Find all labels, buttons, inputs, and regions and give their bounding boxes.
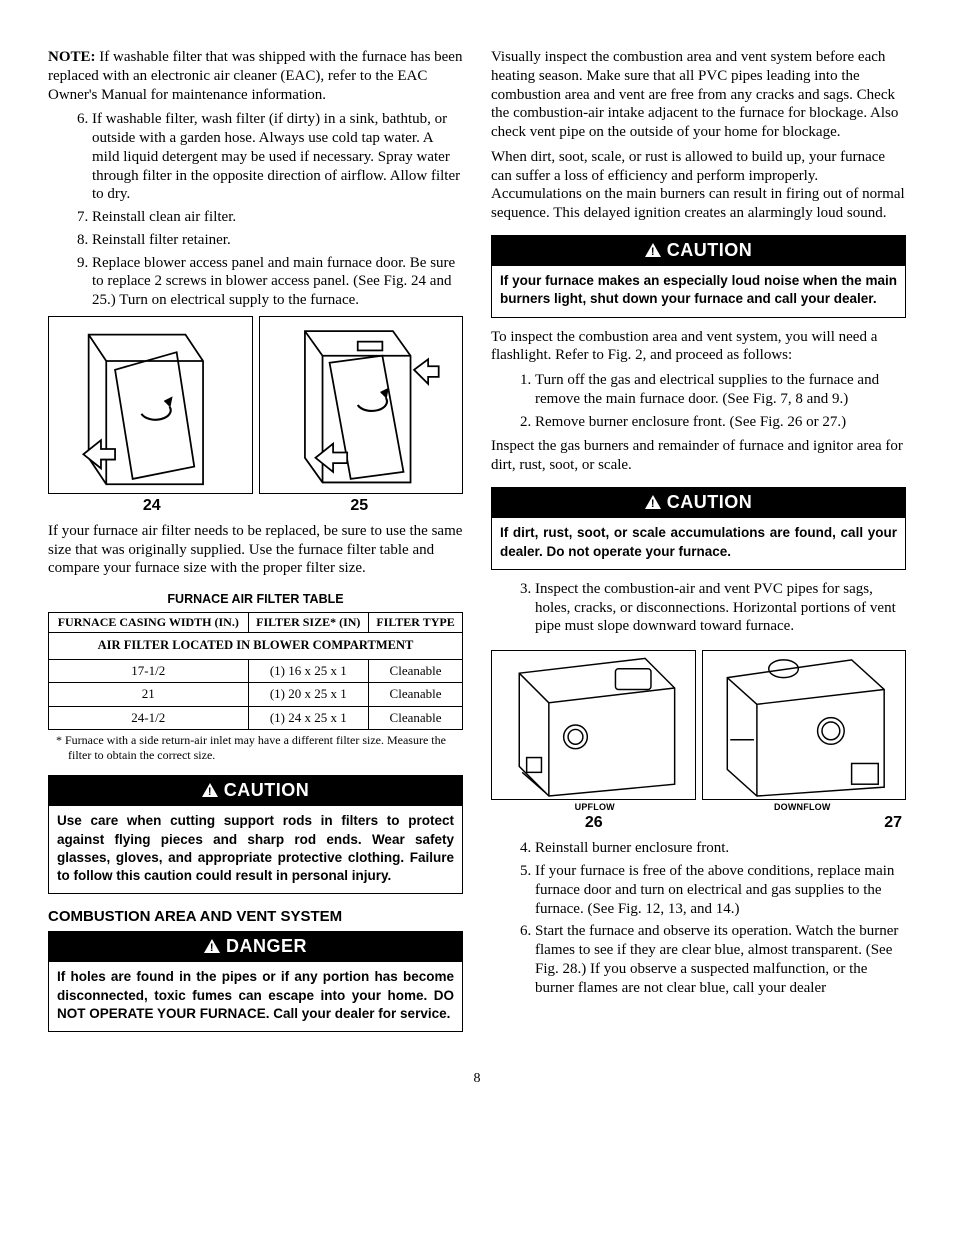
- rstep-5: If your furnace is free of the above con…: [535, 862, 906, 918]
- figure-26-svg: [492, 651, 695, 799]
- left-column: NOTE: If washable filter that was shippe…: [48, 48, 463, 1042]
- fig-num-27: 27: [697, 813, 907, 833]
- step-7: Reinstall clean air filter.: [92, 208, 463, 227]
- page-number: 8: [48, 1070, 906, 1088]
- right-p1: Visually inspect the combustion area and…: [491, 48, 906, 142]
- figure-25-svg: [260, 317, 463, 493]
- caution-body-2: If your furnace makes an especially loud…: [492, 266, 905, 316]
- steps-list-3a: Inspect the combustion-air and vent PVC …: [491, 580, 906, 636]
- caution-body-1: Use care when cutting support rods in fi…: [49, 806, 462, 893]
- warning-triangle-icon: !: [204, 936, 220, 959]
- rstep-2: Remove burner enclosure front. (See Fig.…: [535, 413, 906, 432]
- svg-text:!: !: [651, 498, 655, 509]
- fig-cap-downflow: DOWNFLOW: [699, 802, 907, 813]
- th-filter-type: FILTER TYPE: [369, 612, 463, 633]
- danger-header: ! DANGER: [49, 932, 462, 963]
- steps-list-1: If washable filter, wash filter (if dirt…: [48, 110, 463, 310]
- table-row: 17-1/2 (1) 16 x 25 x 1 Cleanable: [49, 660, 463, 683]
- figure-captions-26-27: UPFLOW DOWNFLOW: [491, 802, 906, 813]
- filter-table-span-header: AIR FILTER LOCATED IN BLOWER COMPARTMENT: [49, 633, 463, 660]
- fig-cap-upflow: UPFLOW: [491, 802, 699, 813]
- filter-table-title: FURNACE AIR FILTER TABLE: [48, 592, 463, 608]
- figure-24: [48, 316, 253, 494]
- caution-box-1: ! CAUTION Use care when cutting support …: [48, 775, 463, 894]
- fig-num-26: 26: [491, 813, 697, 833]
- caution-header-1: ! CAUTION: [49, 776, 462, 807]
- th-filter-size: FILTER SIZE* (IN): [248, 612, 369, 633]
- note-lead: NOTE:: [48, 49, 96, 65]
- figure-25: [259, 316, 464, 494]
- right-column: Visually inspect the combustion area and…: [491, 48, 906, 1042]
- step-6: If washable filter, wash filter (if dirt…: [92, 110, 463, 204]
- figure-24-svg: [49, 317, 252, 493]
- rstep-1: Turn off the gas and electrical supplies…: [535, 371, 906, 409]
- rstep-6: Start the furnace and observe its operat…: [535, 922, 906, 997]
- right-p2: When dirt, soot, scale, or rust is allow…: [491, 148, 906, 223]
- figures-26-27: [491, 650, 906, 800]
- caution-box-3: ! CAUTION If dirt, rust, soot, or scale …: [491, 487, 906, 570]
- svg-text:!: !: [208, 786, 212, 797]
- table-row: 21 (1) 20 x 25 x 1 Cleanable: [49, 683, 463, 706]
- figure-numbers-26-27: 26 27: [491, 813, 906, 833]
- right-p4: Inspect the gas burners and remainder of…: [491, 437, 906, 475]
- after-figs-paragraph: If your furnace air filter needs to be r…: [48, 522, 463, 578]
- note-body: If washable filter that was shipped with…: [48, 49, 462, 103]
- danger-box: ! DANGER If holes are found in the pipes…: [48, 931, 463, 1032]
- steps-list-2: Turn off the gas and electrical supplies…: [491, 371, 906, 431]
- rstep-4: Reinstall burner enclosure front.: [535, 839, 906, 858]
- section-heading-combustion: COMBUSTION AREA AND VENT SYSTEM: [48, 908, 463, 927]
- filter-table: AIR FILTER LOCATED IN BLOWER COMPARTMENT…: [48, 612, 463, 730]
- figure-27-svg: [703, 651, 906, 799]
- step-9: Replace blower access panel and main fur…: [92, 254, 463, 310]
- figure-numbers-24-25: 24 25: [48, 496, 463, 516]
- caution-body-3: If dirt, rust, soot, or scale accumulati…: [492, 518, 905, 568]
- th-casing-width: FURNACE CASING WIDTH (IN.): [49, 612, 249, 633]
- caution-box-2: ! CAUTION If your furnace makes an espec…: [491, 235, 906, 318]
- fig-num-25: 25: [256, 496, 464, 516]
- rstep-3: Inspect the combustion-air and vent PVC …: [535, 580, 906, 636]
- figure-27: [702, 650, 907, 800]
- steps-list-3b: Reinstall burner enclosure front. If you…: [491, 839, 906, 997]
- warning-triangle-icon: !: [645, 492, 661, 515]
- figure-26: [491, 650, 696, 800]
- step-8: Reinstall filter retainer.: [92, 231, 463, 250]
- table-row: 24-1/2 (1) 24 x 25 x 1 Cleanable: [49, 706, 463, 729]
- caution-header-3: ! CAUTION: [492, 488, 905, 519]
- warning-triangle-icon: !: [202, 780, 218, 803]
- warning-triangle-icon: !: [645, 240, 661, 263]
- svg-text:!: !: [210, 942, 214, 953]
- note-paragraph: NOTE: If washable filter that was shippe…: [48, 48, 463, 104]
- figures-24-25: [48, 316, 463, 494]
- fig-num-24: 24: [48, 496, 256, 516]
- caution-header-2: ! CAUTION: [492, 236, 905, 267]
- svg-text:!: !: [651, 246, 655, 257]
- right-p3: To inspect the combustion area and vent …: [491, 328, 906, 366]
- danger-body: If holes are found in the pipes or if an…: [49, 962, 462, 1031]
- table-footnote: * Furnace with a side return-air inlet m…: [48, 733, 463, 763]
